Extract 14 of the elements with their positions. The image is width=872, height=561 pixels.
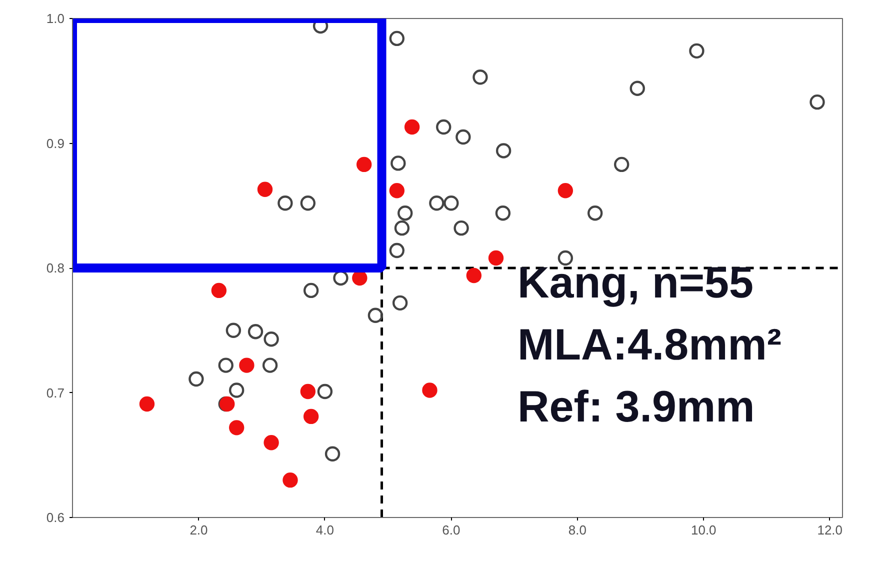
annotation: Ref: 3.9mm [518,382,755,432]
x-tick-label: 4.0 [316,522,334,538]
annotation: Kang, n=55 [518,258,754,308]
x-tick-label: 8.0 [568,522,586,538]
x-tick-label: 12.0 [817,522,843,538]
annotation: MLA:4.8mm² [518,320,782,370]
x-tick-label: 2.0 [190,522,208,538]
x-tick-label: 10.0 [690,522,716,538]
y-tick-label: 0.9 [46,136,65,151]
x-tick-label: 6.0 [442,522,460,538]
y-tick-label: 0.6 [46,510,65,525]
y-tick-label: 1.0 [46,11,65,26]
y-tick-label: 0.8 [46,260,65,276]
y-tick-label: 0.7 [46,385,65,400]
